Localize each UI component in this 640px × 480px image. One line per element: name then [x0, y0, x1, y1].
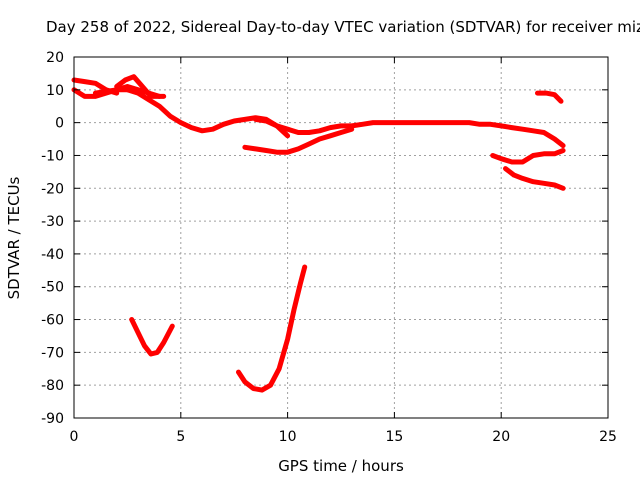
series-line-track-1: [71, 87, 566, 149]
series-line-track-7: [490, 148, 566, 165]
series-line-track-6: [242, 126, 355, 155]
y-tick-label: -60: [41, 313, 64, 329]
x-tick-label: 15: [385, 429, 403, 445]
x-tick-labels: 0 5 10 15 20 25: [70, 429, 617, 445]
plot-frame: [73, 56, 609, 419]
x-tick-label: 5: [176, 429, 185, 445]
series-line-track-8: [503, 166, 566, 191]
y-tick-labels: -90 -80 -70 -60 -50 -40 -30 -20 -10 0 10 20: [41, 50, 64, 427]
series-line-track-10: [129, 317, 175, 357]
y-tick-label: -50: [41, 280, 64, 296]
y-tick-label: -90: [41, 411, 64, 427]
axis-ticks: [73, 56, 609, 419]
series-line-track-9: [535, 90, 564, 104]
x-tick-label: 0: [70, 429, 79, 445]
y-tick-label: -40: [41, 247, 64, 263]
x-tick-label: 25: [599, 429, 617, 445]
y-tick-label: 10: [46, 83, 64, 99]
series-line-track-11: [236, 264, 308, 393]
y-tick-label: -30: [41, 214, 64, 230]
y-tick-label: -80: [41, 378, 64, 394]
data-series: [71, 74, 566, 393]
y-tick-label: -10: [41, 148, 64, 164]
y-axis-label: SDTVAR / TECUs: [5, 176, 23, 299]
x-tick-label: 20: [492, 429, 510, 445]
y-tick-label: -70: [41, 345, 64, 361]
y-tick-label: 0: [55, 116, 64, 132]
y-tick-label: 20: [46, 50, 64, 66]
x-tick-label: 10: [279, 429, 297, 445]
grid-lines: [74, 57, 608, 418]
y-tick-label: -20: [41, 181, 64, 197]
x-axis-label: GPS time / hours: [278, 457, 404, 475]
series-line-track-4: [92, 84, 167, 99]
series-line-track-5: [253, 116, 291, 139]
chart-title: Day 258 of 2022, Sidereal Day-to-day VTE…: [46, 18, 640, 36]
